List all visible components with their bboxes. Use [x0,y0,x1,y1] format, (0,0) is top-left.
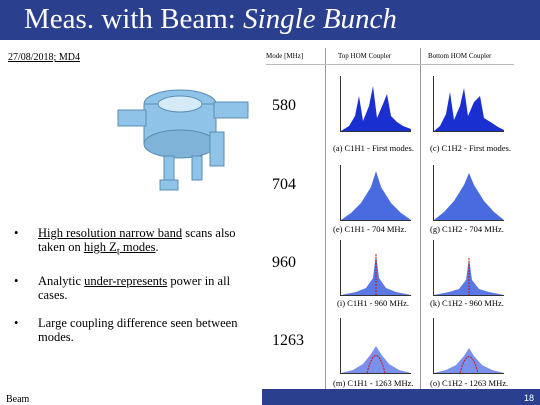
plot-bottom-960 [433,240,504,296]
date-label: 27/08/2018; MD4 [8,52,80,63]
bullet-subscript: t [116,246,120,258]
title-italic: Single Bunch [243,3,397,35]
cavity-graphic [117,89,249,191]
bullet-text: power in all cases. [38,273,231,302]
page-number: 18 [523,393,534,403]
plot-top-580 [340,76,411,132]
caption-top-1263: (m) C1H1 - 1263 MHz. [333,378,414,388]
caption-top-580: (a) C1H1 - First modes. [333,143,414,153]
caption-top-704: (e) C1H1 - 704 MHz. [333,224,407,234]
table-divider [325,48,326,393]
bullet-link-text: modes [119,240,156,254]
column-header-mode: Mode [MHz] [266,52,304,60]
mode-freq-704: 704 [272,176,296,193]
title-main: Meas. with Beam: [24,3,244,35]
caption-bottom-1263: (o) C1H2 - 1263 MHz. [430,378,509,388]
bullet-link-text: high Z [83,240,117,254]
table-divider [420,48,421,393]
caption-top-960: (i) C1H1 - 960 MHz. [337,298,410,308]
plot-top-1263 [340,318,411,374]
bullet-item: • High resolution narrow band scans also… [8,226,258,260]
footer-label: Beam [6,394,30,405]
bullet-item: • Large coupling difference seen between… [8,316,258,344]
bullet-dot: • [14,273,19,288]
column-header-bottom: Bottom HOM Coupler [428,52,492,60]
bullet-link[interactable]: High resolution narrow band [38,226,183,240]
bullet-link[interactable]: high Zt modes [83,240,156,258]
bullet-list: • High resolution narrow band scans also… [8,226,258,358]
caption-bottom-580: (c) C1H2 - First modes. [430,143,511,153]
slide-title: Meas. with Beam: Single Bunch [24,3,397,36]
bullet-text: . [155,240,159,254]
plot-top-960 [340,240,411,296]
bullet-item: • Analytic under-represents power in all… [8,274,258,302]
mode-freq-1263: 1263 [272,332,304,349]
bullet-text: Large coupling difference seen between m… [38,315,238,344]
mode-freq-960: 960 [272,254,296,271]
table-header-rule [266,64,514,65]
mode-freq-580: 580 [272,97,296,114]
plot-top-704 [340,165,411,221]
caption-bottom-960: (k) C1H2 - 960 MHz. [430,298,504,308]
plot-bottom-1263 [433,318,504,374]
bullet-text: Analytic [38,273,85,288]
bullet-dot: • [14,315,19,330]
plot-bottom-580 [433,76,504,132]
caption-bottom-704: (g) C1H2 - 704 MHz. [430,224,504,234]
bullet-dot: • [14,226,19,240]
bullet-link[interactable]: under-represents [84,273,168,288]
title-bar: Meas. with Beam: Single Bunch [0,0,540,40]
column-header-top: Top HOM Coupler [338,52,392,60]
cavity-illustration [110,62,260,202]
plot-bottom-704 [433,165,504,221]
bullet-text: scans also taken on [38,226,236,254]
footer-bar: 18 [262,389,540,405]
